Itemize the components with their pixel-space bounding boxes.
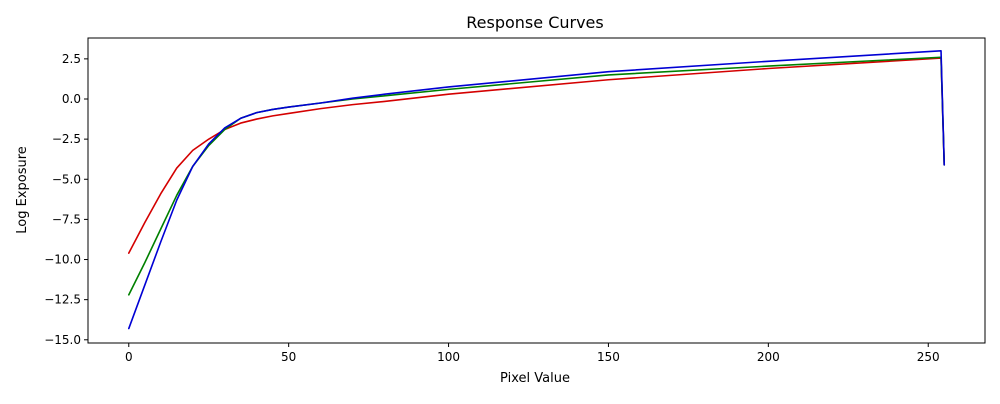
- y-tick-label: −10.0: [44, 253, 81, 267]
- y-tick-label: −15.0: [44, 333, 81, 347]
- y-tick-label: −7.5: [52, 212, 81, 226]
- series-line-0: [127, 57, 946, 254]
- x-axis-label: Pixel Value: [500, 371, 570, 386]
- series-layer: [127, 50, 946, 330]
- y-tick-label: −5.0: [52, 172, 81, 186]
- y-tick-label: −12.5: [44, 293, 81, 307]
- x-tick-label: 150: [597, 350, 620, 364]
- x-tick-label: 200: [757, 350, 780, 364]
- y-tick-label: −2.5: [52, 132, 81, 146]
- y-tick-label: 0.0: [62, 92, 81, 106]
- y-tick-label: 2.5: [62, 52, 81, 66]
- y-axis: 2.5 0.0 −2.5 −5.0 −7.5 −10.0 −12.5 −15.0: [44, 52, 88, 347]
- chart-title: Response Curves: [466, 13, 603, 32]
- x-tick-label: 100: [437, 350, 460, 364]
- y-axis-label: Log Exposure: [15, 146, 30, 234]
- plot-frame: [87, 37, 986, 344]
- series-line-2: [127, 50, 946, 330]
- x-tick-label: 0: [125, 350, 133, 364]
- series-line-1: [127, 56, 946, 296]
- x-tick-label: 50: [281, 350, 296, 364]
- x-tick-label: 250: [917, 350, 940, 364]
- x-axis: 0 50 100 150 200 250: [125, 343, 940, 364]
